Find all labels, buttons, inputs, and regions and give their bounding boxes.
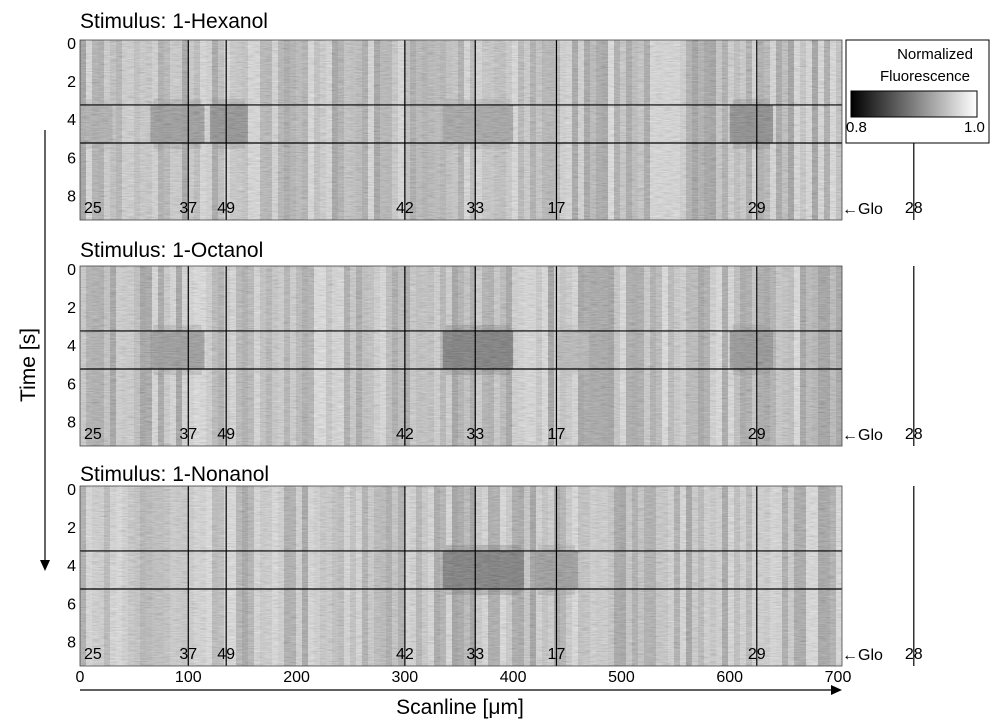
heatmap-frame [79,485,843,667]
glomerulus-marker: ←Glo [842,647,883,664]
y-tick-label: 8 [67,634,76,651]
panel-title-octanol: Stimulus: 1-Octanol [80,239,263,262]
glomerulus-label: 17 [548,200,566,217]
glomerulus-label: 49 [217,200,235,217]
glomerulus-label: 29 [748,646,766,663]
x-tick-label: 300 [392,669,419,686]
x-tick-label: 600 [716,669,743,686]
glomerulus-label: 28 [905,646,923,663]
y-tick-label: 2 [67,520,76,537]
time-arrow-head [40,560,50,571]
y-tick-label: 8 [67,188,76,205]
glomerulus-marker: ←Glo [842,427,883,444]
panel-title-hexanol: Stimulus: 1-Hexanol [80,10,268,33]
glomerulus-label: 25 [84,200,102,217]
heatmap-area-hexanol: 0 2 4 6 8 25 37 49 42 33 17 29 28 ←Glo [67,36,923,221]
x-axis-title: Scanline [μm] [396,696,524,719]
colorbar-min-label: 0.8 [846,119,867,136]
y-tick-label: 6 [67,150,76,167]
glomerulus-label: 17 [548,646,566,663]
y-tick-label: 4 [67,112,76,129]
x-tick-label: 200 [283,669,310,686]
glomerulus-label: 29 [748,200,766,217]
glomerulus-label: 28 [905,426,923,443]
glomerulus-label: 42 [396,200,414,217]
y-tick-label: 6 [67,596,76,613]
glomerulus-label: 42 [396,426,414,443]
y-tick-label: 0 [67,36,76,53]
glomerulus-label: 17 [548,426,566,443]
panel-hexanol: Stimulus: 1-Hexanol 0 2 4 6 8 25 37 49 42 33 17 29 2… [67,10,923,221]
glomerulus-label: 33 [466,426,484,443]
y-tick-label: 4 [67,338,76,355]
heatmap-noise [80,40,842,220]
x-tick-label: 100 [175,669,202,686]
glomerulus-label: 25 [84,646,102,663]
heatmap-noise [80,266,842,446]
glomerulus-label: 28 [905,200,923,217]
glomerulus-label: 25 [84,426,102,443]
glomerulus-label: 37 [179,426,197,443]
glomerulus-label: 33 [466,646,484,663]
y-axis-title: Time [s] [17,328,40,402]
panel-nonanol: Stimulus: 1-Nonanol 0 2 4 6 8 25 37 49 42 33 17 29 2… [67,463,923,667]
y-tick-label: 0 [67,482,76,499]
x-tick-label: 0 [76,669,85,686]
y-tick-label: 4 [67,558,76,575]
heatmap-area-octanol: 0 2 4 6 8 25 37 49 42 33 17 29 28 ←Glo [67,262,923,447]
panel-octanol: Stimulus: 1-Octanol 0 2 4 6 8 25 37 49 42 33 17 29 2… [67,239,923,447]
colorbar-title-line1: Normalized [897,46,973,63]
heatmap-noise [80,486,842,666]
heatmap-frame [79,39,843,221]
glomerulus-label: 29 [748,426,766,443]
y-tick-label: 8 [67,414,76,431]
glomerulus-label: 42 [396,646,414,663]
glomerulus-label: 49 [217,426,235,443]
y-tick-label: 2 [67,74,76,91]
x-tick-label: 500 [608,669,635,686]
colorbar-max-label: 1.0 [964,119,985,136]
scanline-arrow-head [831,685,842,695]
glomerulus-label: 37 [179,200,197,217]
x-tick-label: 400 [500,669,527,686]
colorbar-legend: Normalized Fluorescence 0.8 1.0 [845,39,990,144]
panel-title-nonanol: Stimulus: 1-Nonanol [80,463,269,486]
colorbar-gradient [850,90,978,118]
glomerulus-marker: ←Glo [842,201,883,218]
colorbar-title-line2: Fluorescence [880,68,970,85]
glomerulus-label: 37 [179,646,197,663]
glomerulus-label: 49 [217,646,235,663]
glomerulus-label: 33 [466,200,484,217]
x-tick-label: 700 [825,669,852,686]
heatmap-frame [79,265,843,447]
heatmap-area-nonanol: 0 2 4 6 8 25 37 49 42 33 17 29 28 ←Glo [67,482,923,667]
y-tick-label: 2 [67,300,76,317]
y-tick-label: 6 [67,376,76,393]
x-axis: 0 100 200 300 400 500 600 700 [76,669,852,686]
y-tick-label: 0 [67,262,76,279]
